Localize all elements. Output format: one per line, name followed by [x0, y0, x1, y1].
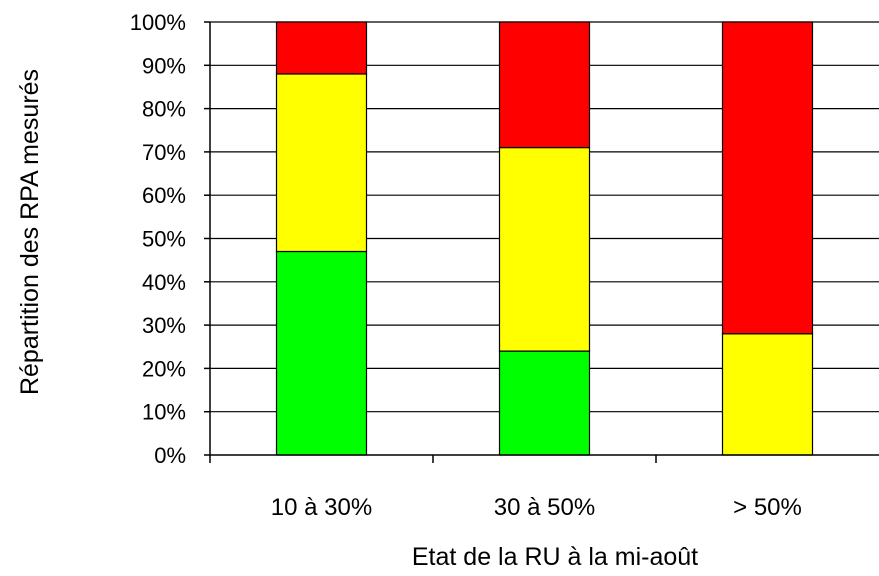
bar-segment	[498, 146, 591, 352]
bar-segment	[498, 350, 591, 456]
bars	[275, 21, 814, 456]
y-tick-label: 60%	[142, 183, 186, 208]
y-tick-label: 0%	[154, 443, 186, 468]
y-tick-label: 30%	[142, 313, 186, 338]
x-tick-label: 10 à 30%	[271, 494, 372, 521]
y-tick-label: 40%	[142, 270, 186, 295]
y-tick-label: 50%	[142, 227, 186, 252]
bar-segment	[721, 21, 814, 335]
bar-segment	[721, 333, 814, 456]
bar-segment	[275, 250, 368, 456]
y-tick-label: 10%	[142, 400, 186, 425]
bar-segment	[275, 21, 368, 75]
bar-segment	[498, 21, 591, 149]
y-tick-label: 70%	[142, 140, 186, 165]
y-tick-label: 100%	[130, 10, 186, 35]
x-tick-label: > 50%	[733, 494, 802, 521]
y-tick-label: 80%	[142, 97, 186, 122]
axes	[204, 21, 879, 463]
x-tick-labels: 10 à 30% 30 à 50% > 50%	[271, 494, 802, 521]
x-axis-title: Etat de la RU à la mi-août	[412, 543, 698, 571]
y-tick-label: 20%	[142, 356, 186, 381]
y-axis-title: Répartition des RPA mesurés	[16, 69, 44, 395]
y-tick-labels: 0% 10% 20% 30% 40% 50% 60% 70% 80% 90% 100%	[130, 10, 186, 468]
y-tick-label: 90%	[142, 53, 186, 78]
bar-segment	[275, 73, 368, 253]
x-tick-label: 30 à 50%	[494, 494, 595, 521]
